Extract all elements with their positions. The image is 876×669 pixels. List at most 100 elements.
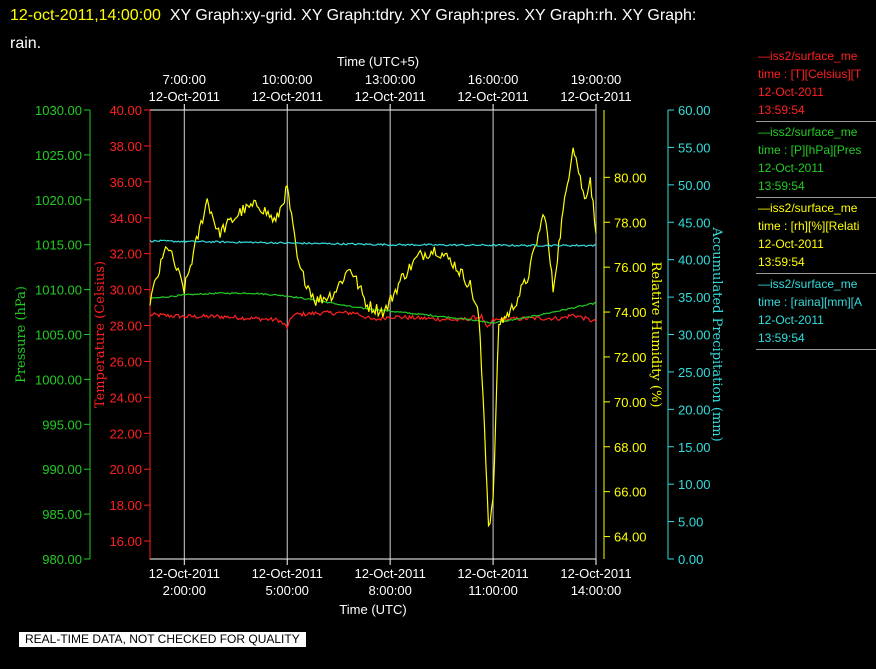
- precip-tick-label: 20.00: [678, 402, 711, 417]
- legend-time: 13:59:54: [758, 179, 805, 193]
- legend-desc: time : [P][hPa][Pres: [758, 143, 862, 157]
- precip-series-line: [149, 239, 597, 248]
- temperature-tick-label: 32.00: [109, 247, 142, 262]
- x-bottom-tick-date: 12-Oct-2011: [560, 566, 631, 581]
- x-top-tick-date: 12-Oct-2011: [252, 89, 323, 104]
- precip-tick-label: 45.00: [678, 215, 711, 230]
- legend-date: 12-Oct-2011: [758, 161, 824, 175]
- temperature-axis-label: Temperature (Celsius): [93, 261, 108, 408]
- legend-date: 12-Oct-2011: [758, 313, 824, 327]
- precip-tick-label: 5.00: [678, 515, 703, 530]
- legend-desc: time : [T][Celsius][T: [758, 67, 862, 81]
- temperature-tick-label: 30.00: [109, 283, 142, 298]
- quality-disclaimer: REAL-TIME DATA, NOT CHECKED FOR QUALITY: [19, 632, 306, 647]
- temperature-tick-label: 40.00: [109, 103, 142, 118]
- legend-date: 12-Oct-2011: [758, 237, 824, 251]
- x-top-tick-date: 12-Oct-2011: [355, 89, 426, 104]
- rh-tick-label: 78.00: [614, 215, 647, 230]
- x-top-tick-time: 16:00:00: [468, 72, 519, 87]
- legend-date: 12-Oct-2011: [758, 85, 824, 99]
- precip-tick-label: 25.00: [678, 365, 711, 380]
- precip-tick-label: 40.00: [678, 253, 711, 268]
- legend-time: 13:59:54: [758, 103, 805, 117]
- pressure-axis-label: Pressure (hPa): [14, 286, 29, 383]
- rh-tick-label: 72.00: [614, 350, 647, 365]
- header-title: 12-oct-2011,14:00:00 XY Graph:xy-grid. X…: [10, 2, 860, 58]
- x-bottom-tick-time: 14:00:00: [571, 583, 622, 598]
- x-top-tick-time: 7:00:00: [163, 72, 206, 87]
- rh-axis-label: Relative Humidity (%): [648, 262, 663, 408]
- header-timestamp: 12-oct-2011,14:00:00: [10, 7, 161, 24]
- legend-line: —iss2/surface_me: [758, 277, 858, 291]
- pressure-series-line: [149, 291, 597, 324]
- precip-axis-label: Accumulated Precipitation (mm): [709, 226, 724, 441]
- temperature-tick-label: 18.00: [109, 498, 142, 513]
- rh-tick-label: 80.00: [614, 170, 647, 185]
- rh-tick-label: 64.00: [614, 530, 647, 545]
- temperature-tick-label: 28.00: [109, 319, 142, 334]
- x-bottom-tick-date: 12-Oct-2011: [457, 566, 528, 581]
- rh-tick-label: 76.00: [614, 260, 647, 275]
- x-top-tick-date: 12-Oct-2011: [560, 89, 631, 104]
- precip-tick-label: 0.00: [678, 552, 703, 567]
- legend-time: 13:59:54: [758, 331, 805, 345]
- legend-line: —iss2/surface_me: [758, 201, 858, 215]
- x-top-tick-date: 12-Oct-2011: [149, 89, 220, 104]
- temperature-tick-label: 16.00: [109, 534, 142, 549]
- x-bottom-axis-label: Time (UTC): [339, 602, 406, 617]
- temperature-tick-label: 24.00: [109, 390, 142, 405]
- legend-line: —iss2/surface_me: [758, 125, 858, 139]
- x-top-tick-time: 19:00:00: [571, 72, 622, 87]
- header-graph-list: XY Graph:xy-grid. XY Graph:tdry. XY Grap…: [169, 7, 697, 24]
- x-bottom-tick-time: 2:00:00: [163, 583, 206, 598]
- rh-tick-label: 68.00: [614, 440, 647, 455]
- x-bottom-tick-time: 11:00:00: [468, 583, 518, 598]
- rh-tick-label: 70.00: [614, 395, 647, 410]
- header-graph-list-continued: rain.: [10, 35, 42, 52]
- temperature-tick-label: 22.00: [109, 426, 142, 441]
- x-bottom-tick-date: 12-Oct-2011: [355, 566, 426, 581]
- x-bottom-tick-date: 12-Oct-2011: [252, 566, 323, 581]
- plot-frame: [149, 109, 597, 560]
- temperature-tick-label: 34.00: [109, 211, 142, 226]
- x-bottom-tick-time: 5:00:00: [266, 583, 309, 598]
- x-bottom-tick-time: 8:00:00: [368, 583, 411, 598]
- rh-series-line: [149, 147, 597, 528]
- pressure-tick-label: 1010.00: [35, 283, 82, 298]
- precip-tick-label: 15.00: [678, 440, 711, 455]
- pressure-tick-label: 1015.00: [35, 238, 82, 253]
- pressure-tick-label: 985.00: [42, 507, 82, 522]
- precip-tick-label: 60.00: [678, 103, 711, 118]
- rh-tick-label: 66.00: [614, 485, 647, 500]
- pressure-tick-label: 1000.00: [35, 372, 82, 387]
- pressure-tick-label: 1030.00: [35, 103, 82, 118]
- precip-tick-label: 50.00: [678, 178, 711, 193]
- x-bottom-tick-date: 12-Oct-2011: [149, 566, 220, 581]
- x-top-axis-label: Time (UTC+5): [337, 54, 419, 69]
- pressure-tick-label: 995.00: [42, 417, 82, 432]
- legend-desc: time : [rh][%][Relati: [758, 219, 860, 233]
- legend-line: —iss2/surface_me: [758, 49, 858, 63]
- temperature-tick-label: 38.00: [109, 139, 142, 154]
- pressure-tick-label: 1005.00: [35, 328, 82, 343]
- pressure-tick-label: 980.00: [42, 552, 82, 567]
- rh-tick-label: 74.00: [614, 305, 647, 320]
- legend-time: 13:59:54: [758, 255, 805, 269]
- temperature-tick-label: 36.00: [109, 175, 142, 190]
- precip-tick-label: 35.00: [678, 290, 711, 305]
- temperature-tick-label: 20.00: [109, 462, 142, 477]
- x-top-tick-date: 12-Oct-2011: [457, 89, 528, 104]
- temperature-tick-label: 26.00: [109, 354, 142, 369]
- x-top-tick-time: 10:00:00: [262, 72, 313, 87]
- legend: —iss2/surface_me time : [T][Celsius][T 12-…: [756, 47, 876, 351]
- pressure-tick-label: 1020.00: [35, 193, 82, 208]
- temperature-series-line: [149, 310, 597, 331]
- precip-tick-label: 55.00: [678, 140, 711, 155]
- pressure-tick-label: 1025.00: [35, 148, 82, 163]
- legend-desc: time : [raina][mm][A: [758, 295, 863, 309]
